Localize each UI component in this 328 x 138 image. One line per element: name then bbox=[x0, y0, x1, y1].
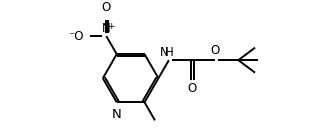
Text: O: O bbox=[211, 44, 220, 57]
Text: O: O bbox=[102, 1, 111, 14]
Text: N: N bbox=[102, 22, 111, 35]
Text: N: N bbox=[159, 46, 168, 59]
Text: +: + bbox=[108, 22, 115, 31]
Text: N: N bbox=[112, 108, 122, 121]
Text: ⁻O: ⁻O bbox=[69, 30, 84, 43]
Text: O: O bbox=[188, 82, 197, 95]
Text: H: H bbox=[164, 46, 173, 59]
